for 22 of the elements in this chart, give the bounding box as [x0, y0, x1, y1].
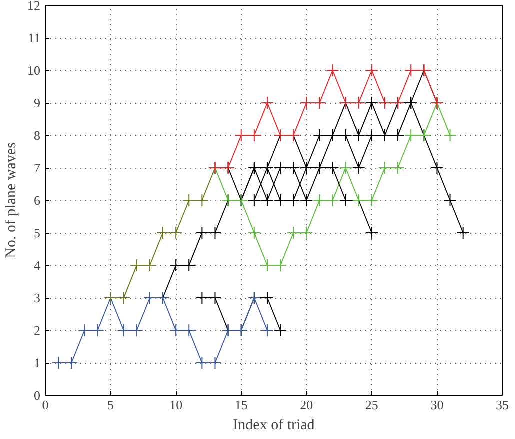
y-tick-label: 5 — [34, 226, 40, 240]
x-tick-label: 10 — [170, 398, 183, 412]
y-tick-label: 11 — [28, 30, 41, 46]
y-tick-label: 12 — [28, 0, 40, 13]
y-tick-label: 2 — [34, 323, 40, 338]
y-tick-label: 7 — [34, 160, 41, 176]
x-tick-label: 15 — [234, 398, 248, 412]
x-tick-label: 5 — [108, 398, 114, 412]
y-tick-label: 10 — [28, 63, 40, 78]
y-tick-label: 8 — [34, 128, 40, 143]
y-axis-title: No. of plane waves — [4, 142, 20, 258]
x-tick-label: 35 — [496, 398, 509, 412]
y-tick-label: 0 — [34, 388, 40, 403]
x-tick-label: 25 — [365, 398, 378, 412]
x-tick-label: 20 — [300, 398, 314, 412]
y-tick-label: 6 — [34, 193, 41, 208]
x-axis-title: Index of triad — [233, 418, 316, 434]
y-tick-label: 4 — [34, 258, 41, 273]
y-tick-label: 3 — [34, 290, 40, 306]
y-tick-label: 9 — [34, 96, 40, 110]
x-tick-label: 30 — [430, 398, 444, 412]
y-tick-label: 1 — [34, 356, 40, 370]
